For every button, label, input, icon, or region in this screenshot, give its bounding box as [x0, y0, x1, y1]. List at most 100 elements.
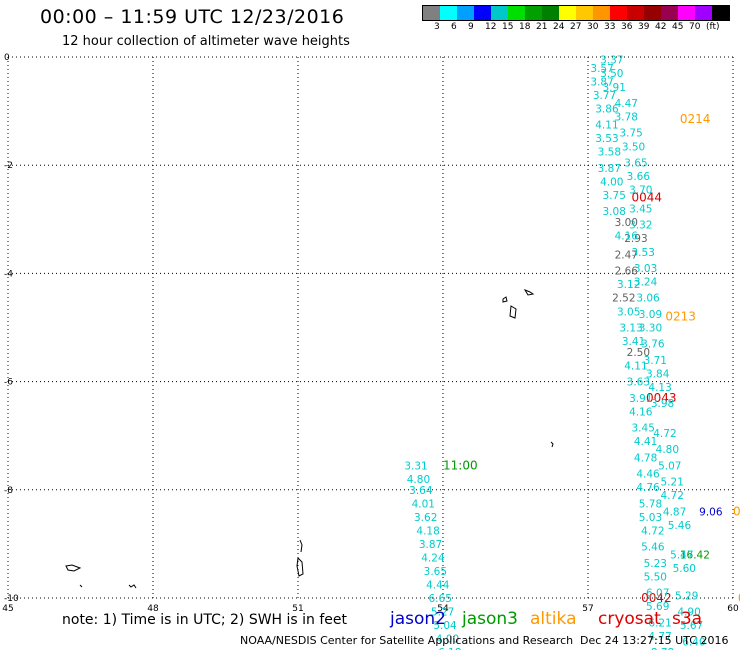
wave-height-label: 3.30	[639, 323, 662, 335]
wave-height-label: 3.53	[632, 247, 655, 259]
wave-height-label: 5.27	[431, 607, 454, 619]
wave-height-label: 3.91	[603, 82, 626, 94]
color-scale-label: 45	[672, 22, 684, 32]
color-scale-label: 18	[519, 22, 531, 32]
wave-height-label: 4.00	[600, 176, 623, 188]
wave-height-label: 4.00	[436, 634, 459, 646]
wave-height-label: 3.76	[641, 339, 665, 351]
land-layer	[65, 288, 554, 589]
wave-height-label: 3.03	[634, 263, 657, 275]
wave-height-label: 16.42	[680, 550, 710, 562]
wave-height-label: 3.37	[600, 55, 623, 67]
wave-height-label: 4.76	[636, 482, 660, 494]
wave-height-label: 4.87	[663, 506, 686, 518]
wave-height-label: 4.11	[624, 360, 647, 372]
wave-height-label: 5.78	[639, 498, 662, 510]
pass-time-label: 0042	[641, 591, 672, 605]
y-tick-label: -10	[4, 594, 19, 604]
wave-height-label: 4.16	[629, 406, 653, 418]
pass-time-label: 0044	[632, 191, 663, 205]
wave-height-label: 3.31	[404, 460, 427, 472]
wave-height-label: 3.32	[629, 220, 652, 232]
wave-height-label: 5.67	[680, 620, 703, 632]
wave-height-label: 4.47	[615, 98, 638, 110]
wave-height-label: 5.69	[646, 601, 669, 613]
wave-height-label: 5.03	[639, 512, 662, 524]
color-swatch	[491, 6, 508, 20]
wave-height-label: 3.78	[615, 112, 638, 124]
wave-height-label: 3.86	[595, 103, 619, 115]
wave-height-label: 2.50	[627, 347, 650, 359]
wave-height-label: 9.06	[699, 506, 723, 518]
wave-height-label: 3.12	[617, 279, 640, 291]
wave-height-label: 3.75	[619, 128, 642, 140]
wave-height-label: 3.00	[615, 217, 638, 229]
color-swatch	[440, 6, 457, 20]
y-tick-label: -2	[4, 161, 13, 171]
color-scale-label: 6	[451, 22, 457, 32]
y-tick-label: -8	[4, 486, 13, 496]
wave-height-label: 3.62	[414, 512, 437, 524]
units-note: note: 1) Time is in UTC; 2) SWH is in fe…	[62, 612, 348, 628]
island-shape	[128, 584, 137, 589]
wave-height-label: 5.04	[433, 620, 457, 632]
wave-height-label: 4.41	[634, 436, 657, 448]
wave-height-label: 5.07	[658, 460, 681, 472]
color-scale-label: (ft)	[706, 22, 720, 32]
wave-height-label: 4.80	[656, 444, 679, 456]
x-tick-label: 54	[437, 604, 449, 614]
island-shape	[509, 305, 517, 319]
color-scale-label: 9	[468, 22, 474, 32]
wave-height-label: 4.72	[641, 525, 664, 537]
y-tick-label: -4	[4, 269, 13, 279]
island-shape	[79, 584, 83, 588]
wave-height-label: 3.06	[636, 293, 660, 305]
satellite-legend-altika: altika	[530, 609, 577, 629]
wave-height-label: 3.64	[409, 485, 433, 497]
color-swatch	[542, 6, 559, 20]
wave-height-label: 3.50	[600, 68, 623, 80]
color-scale-label: 3	[434, 22, 440, 32]
wave-height-label: 3.09	[639, 309, 662, 321]
x-tick-label: 57	[582, 604, 593, 614]
x-tick-label: 45	[2, 604, 13, 614]
wave-height-label: 3.87	[419, 539, 442, 551]
wave-height-label: 4.44	[426, 579, 450, 591]
pass-time-label: 0214	[680, 112, 711, 126]
island-shape	[523, 288, 535, 296]
color-scale-label: 27	[570, 22, 582, 32]
data-points-layer: 0214 0213 0212 02 0044 0043 0042 11:00 16.42 9.06…	[404, 55, 740, 650]
wave-height-label: 2.66	[615, 266, 639, 278]
wave-height-label: 3.45	[632, 423, 655, 435]
page-title: 00:00 – 11:59 UTC 12/23/2016	[40, 6, 345, 28]
color-swatch	[576, 6, 593, 20]
pass-time-label: 0213	[665, 310, 696, 324]
wave-height-label: 4.78	[634, 452, 657, 464]
color-scale-label: 15	[502, 22, 514, 32]
wave-height-label: 6.65	[429, 593, 452, 605]
color-scale-label: 42	[655, 22, 667, 32]
wave-height-label: 3.84	[646, 368, 670, 380]
satellite-legend-jason2: jason2	[390, 609, 446, 629]
wave-height-label: 5.46	[668, 520, 692, 532]
color-swatch	[644, 6, 661, 20]
tick-labels-layer: 45 48 51 54 57 60 0 -2 -4 -6 -8 -10	[2, 53, 739, 614]
wave-height-label: 4.72	[661, 490, 684, 502]
footer-timestamp: Dec 24 13:27:15 UTC 2016	[580, 634, 729, 647]
wave-height-label: 4.13	[648, 382, 671, 394]
wave-height-label: 3.53	[595, 133, 618, 145]
color-swatch	[525, 6, 542, 20]
wave-height-label: 6.21	[648, 617, 671, 629]
color-scale-label: 70	[689, 22, 701, 32]
color-scale-label: 24	[553, 22, 565, 32]
wave-height-label: 4.46	[636, 469, 660, 481]
wave-height-label: 4.01	[412, 498, 435, 510]
wave-height-label: 3.08	[603, 206, 626, 218]
footer-credit: NOAA/NESDIS Center for Satellite Applica…	[240, 634, 574, 647]
wave-height-label: 3.63	[627, 377, 650, 389]
wave-height-label: 2.93	[624, 233, 647, 245]
color-swatch	[559, 6, 576, 20]
color-swatch	[423, 6, 440, 20]
wave-height-label: 5.60	[673, 563, 696, 575]
wave-height-label: 4.80	[407, 474, 430, 486]
